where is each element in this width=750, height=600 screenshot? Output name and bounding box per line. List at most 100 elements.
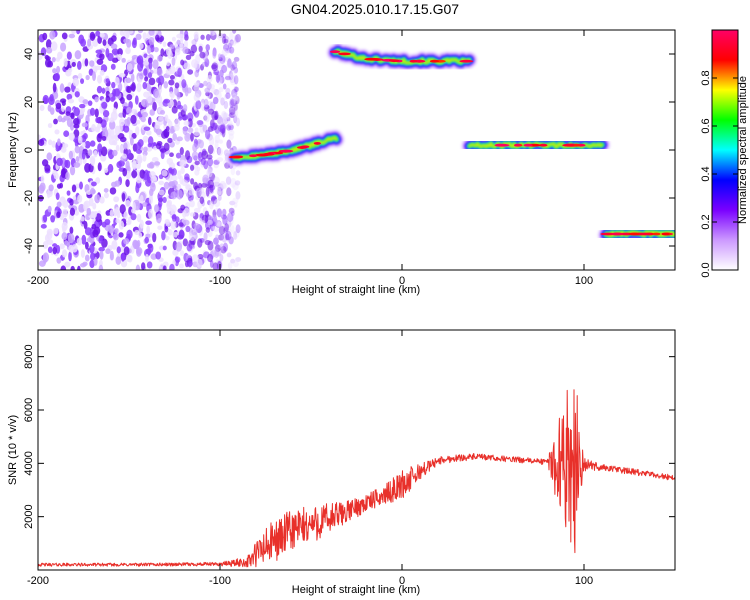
noise-blob	[94, 108, 99, 118]
noise-blob	[137, 139, 144, 147]
chart-title: GN04.2025.010.17.15.G07	[291, 1, 459, 17]
noise-blob	[221, 110, 227, 120]
noise-blob	[162, 196, 167, 204]
noise-blob	[182, 104, 188, 112]
noise-blob	[225, 87, 231, 95]
noise-blob	[200, 220, 205, 225]
noise-blob	[182, 219, 190, 226]
noise-blob	[97, 35, 103, 45]
spectrogram-x-axis-label: Height of straight line (km)	[292, 284, 420, 296]
noise-blob	[52, 68, 57, 74]
noise-blob	[170, 191, 177, 200]
noise-blob	[128, 206, 133, 216]
noise-blob	[54, 129, 60, 135]
noise-region	[38, 30, 242, 270]
noise-blob	[136, 119, 141, 125]
signal-bands	[226, 42, 675, 244]
noise-blob	[48, 184, 54, 192]
noise-blob	[71, 244, 78, 253]
noise-blob	[190, 164, 195, 171]
noise-blob	[228, 106, 236, 116]
noise-blob	[183, 62, 191, 70]
noise-blob	[54, 72, 60, 82]
noise-blob	[228, 120, 233, 126]
noise-blob	[187, 118, 193, 128]
noise-blob	[148, 57, 153, 64]
noise-blob	[140, 116, 146, 123]
noise-blob	[105, 248, 111, 255]
noise-blob	[205, 186, 210, 197]
noise-blob	[59, 182, 64, 189]
noise-blob	[195, 187, 202, 198]
noise-blob	[99, 32, 105, 38]
noise-blob	[165, 235, 170, 241]
noise-blob	[232, 104, 238, 114]
noise-blob	[109, 129, 115, 139]
noise-blob	[219, 69, 224, 78]
noise-blob	[231, 94, 238, 102]
noise-blob	[169, 75, 175, 80]
snr-y-ticks: 2000 4000 6000 8000	[23, 344, 675, 529]
noise-blob	[158, 189, 165, 196]
noise-blob	[172, 259, 176, 266]
noise-blob	[198, 139, 205, 149]
noise-blob	[164, 226, 169, 233]
noise-blob	[65, 111, 71, 116]
spectrogram-x-ticks: -200 -100 0 100	[27, 30, 593, 287]
noise-blob	[196, 258, 203, 268]
noise-blob	[220, 65, 228, 73]
noise-blob	[132, 37, 137, 46]
noise-blob	[213, 237, 219, 245]
noise-blob	[182, 238, 188, 247]
noise-blob	[233, 75, 239, 85]
noise-blob	[50, 215, 56, 223]
noise-blob	[136, 55, 144, 65]
noise-blob	[228, 207, 235, 214]
noise-blob	[229, 215, 234, 225]
noise-blob	[75, 155, 80, 163]
noise-blob	[125, 179, 130, 188]
noise-blob	[125, 77, 132, 84]
noise-blob	[42, 214, 48, 223]
noise-blob	[148, 77, 156, 86]
noise-blob	[233, 56, 240, 62]
noise-blob	[84, 254, 90, 262]
noise-blob	[206, 74, 213, 83]
noise-blob	[73, 161, 81, 168]
noise-blob	[192, 143, 198, 153]
noise-blob	[156, 67, 163, 77]
noise-blob	[222, 208, 227, 217]
noise-blob	[91, 123, 96, 132]
noise-blob	[61, 32, 68, 40]
noise-blob	[126, 116, 131, 125]
noise-blob	[220, 214, 227, 220]
noise-blob	[209, 136, 215, 147]
noise-blob	[146, 130, 152, 136]
noise-blob	[146, 225, 151, 234]
noise-blob	[145, 220, 153, 226]
noise-blob	[60, 265, 67, 270]
noise-blob	[214, 139, 219, 150]
noise-blob	[207, 144, 214, 155]
noise-blob	[115, 206, 120, 216]
noise-blob	[84, 241, 89, 250]
band-peak	[233, 155, 244, 159]
noise-blob	[224, 75, 232, 81]
noise-blob	[221, 64, 228, 74]
noise-blob	[196, 120, 204, 126]
noise-blob	[143, 68, 148, 76]
noise-blob	[228, 236, 234, 245]
noise-blob	[180, 159, 187, 168]
noise-blob	[169, 91, 174, 98]
noise-blob	[110, 43, 118, 50]
noise-blob	[141, 99, 149, 108]
noise-blob	[221, 112, 229, 119]
band-peak	[628, 232, 640, 236]
noise-blob	[164, 218, 170, 225]
band-peak	[329, 50, 341, 54]
noise-blob	[83, 220, 88, 230]
noise-blob	[117, 48, 123, 56]
band-peak	[661, 232, 670, 236]
band-peak	[388, 59, 400, 63]
noise-blob	[165, 68, 172, 76]
